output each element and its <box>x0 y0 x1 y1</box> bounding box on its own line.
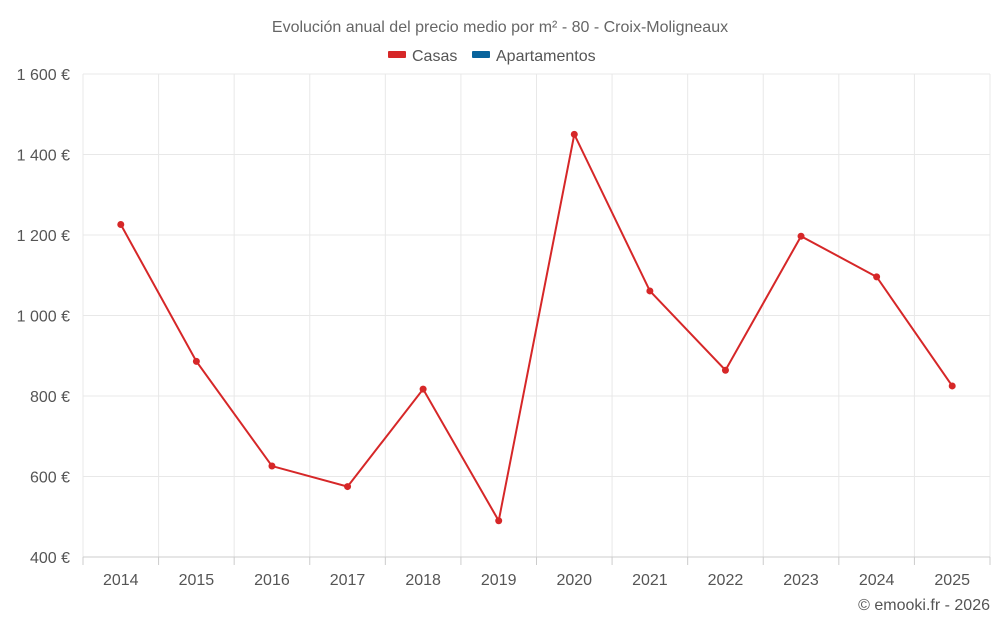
data-point[interactable] <box>873 273 881 281</box>
legend: Casas Apartamentos <box>388 48 596 65</box>
y-tick-label: 1 400 € <box>17 148 70 165</box>
series-line <box>119 131 954 524</box>
data-point[interactable] <box>344 483 352 491</box>
x-tick-label: 2021 <box>632 572 668 589</box>
x-tick-label: 2023 <box>783 572 819 589</box>
chart-title: Evolución anual del precio medio por m² … <box>272 19 728 36</box>
x-tick-label: 2020 <box>556 572 592 589</box>
data-point[interactable] <box>570 130 578 138</box>
x-tick-label: 2024 <box>859 572 895 589</box>
data-point[interactable] <box>495 517 503 525</box>
y-tick-label: 1 600 € <box>17 67 70 84</box>
x-tick-label: 2022 <box>708 572 744 589</box>
y-grid <box>83 73 990 477</box>
y-tick-label: 600 € <box>30 470 70 487</box>
x-tick-label: 2014 <box>103 572 139 589</box>
data-point[interactable] <box>268 462 276 470</box>
data-point[interactable] <box>117 221 125 229</box>
x-tick-label: 2019 <box>481 572 517 589</box>
y-axis-labels: 400 € 600 € 800 € 1 000 € 1 200 € 1 400 € 1 60… <box>17 67 70 567</box>
x-tick-label: 2018 <box>405 572 441 589</box>
data-point[interactable] <box>948 382 956 390</box>
data-point[interactable] <box>192 357 200 365</box>
data-point[interactable] <box>721 366 729 374</box>
data-point[interactable] <box>419 385 427 393</box>
legend-label-apartamentos: Apartamentos <box>496 48 596 65</box>
x-tick-label: 2017 <box>330 572 366 589</box>
credit-text: © emooki.fr - 2026 <box>858 597 990 614</box>
x-tick-label: 2015 <box>179 572 215 589</box>
legend-item-apartamentos[interactable]: Apartamentos <box>472 48 596 65</box>
data-point[interactable] <box>797 232 805 240</box>
legend-label-casas: Casas <box>412 48 457 65</box>
legend-swatch-casas <box>388 51 406 58</box>
y-tick-label: 1 200 € <box>17 228 70 245</box>
data-point[interactable] <box>646 287 654 295</box>
x-axis-ticks <box>82 557 991 565</box>
x-tick-label: 2016 <box>254 572 290 589</box>
legend-item-casas[interactable]: Casas <box>388 48 457 65</box>
y-tick-label: 1 000 € <box>17 309 70 326</box>
y-tick-label: 400 € <box>30 550 70 567</box>
x-axis-labels: 2014 2015 2016 2017 2018 2019 2020 2021 2022 2023… <box>103 572 970 589</box>
y-tick-label: 800 € <box>30 389 70 406</box>
legend-swatch-apartamentos <box>472 51 490 58</box>
x-tick-label: 2025 <box>934 572 970 589</box>
series-casas <box>117 130 956 525</box>
